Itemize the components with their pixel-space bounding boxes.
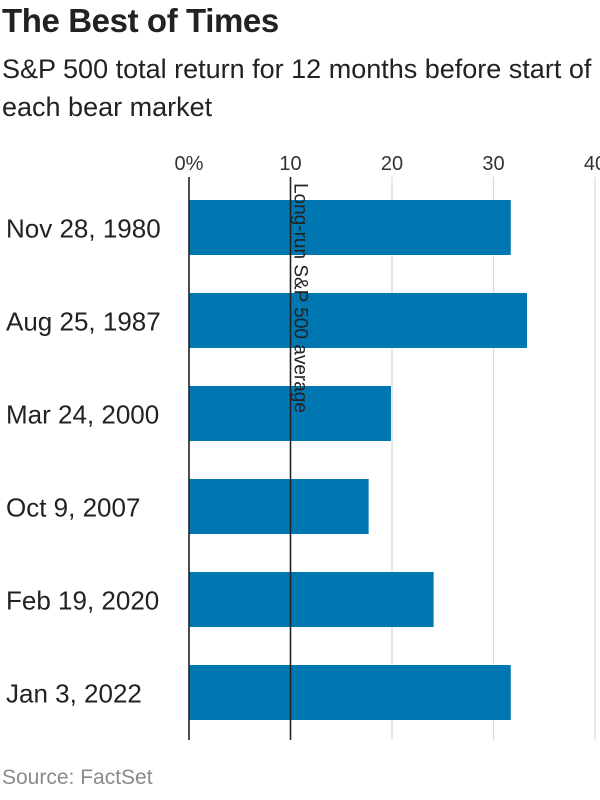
category-label: Mar 24, 2000 — [6, 400, 159, 430]
x-tick-label: 0% — [175, 153, 204, 175]
bar — [189, 479, 369, 534]
chart-subtitle: S&P 500 total return for 12 months befor… — [2, 54, 592, 122]
category-label: Aug 25, 1987 — [6, 307, 161, 337]
bar — [189, 665, 511, 720]
reference-line-label: Long-run S&P 500 average — [290, 183, 311, 413]
source-note: Source: FactSet — [2, 766, 153, 789]
chart-title: The Best of Times — [2, 2, 279, 39]
category-label: Jan 3, 2022 — [6, 679, 142, 709]
x-tick-label: 20 — [381, 153, 403, 175]
bar — [189, 572, 434, 627]
x-tick-label: 10 — [279, 153, 301, 175]
x-tick-label: 40 — [584, 153, 600, 175]
x-tick-label: 30 — [482, 153, 504, 175]
category-label: Feb 19, 2020 — [6, 586, 159, 616]
category-label: Nov 28, 1980 — [6, 214, 161, 244]
category-label: Oct 9, 2007 — [6, 493, 140, 523]
bar — [189, 200, 511, 255]
bar — [189, 293, 527, 348]
